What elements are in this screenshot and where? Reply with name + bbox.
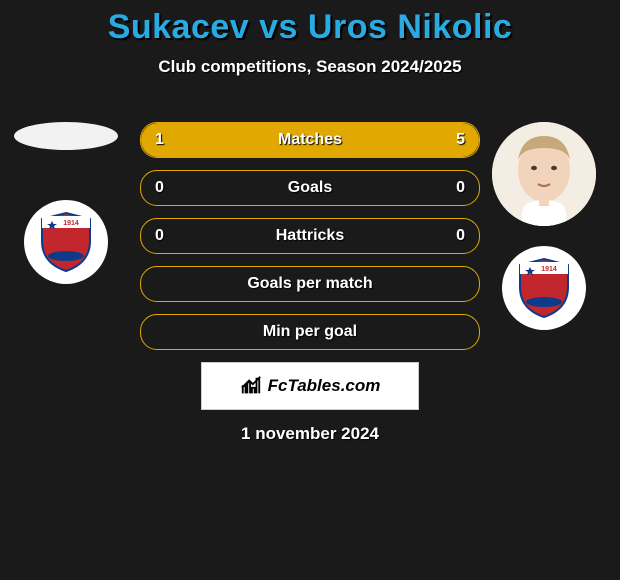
player-right-avatar: [492, 122, 596, 226]
stats-panel: Matches15Goals00Hattricks00Goals per mat…: [140, 122, 480, 444]
face-icon: [492, 122, 596, 226]
shield-icon: 1914: [40, 211, 92, 273]
stat-label: Goals: [141, 179, 479, 197]
stat-row: Matches1 5: [140, 122, 480, 158]
player-right-club-badge: 1914: [502, 246, 586, 330]
stat-value-left: 1: [155, 131, 164, 149]
stat-row: Goals per match: [140, 266, 480, 302]
stat-value-left: 0: [155, 227, 164, 245]
page-title: Sukacev vs Uros Nikolic: [0, 0, 620, 47]
stat-value-right: 0: [456, 227, 465, 245]
stat-label: Hattricks: [141, 227, 479, 245]
svg-text:1914: 1914: [63, 220, 79, 227]
player-right-column: 1914: [486, 122, 602, 330]
stat-label: Matches: [141, 131, 479, 149]
player-left-avatar: [14, 122, 118, 150]
stat-label: Min per goal: [141, 323, 479, 341]
shield-icon: 1914: [518, 257, 570, 319]
stat-row: Hattricks0 0: [140, 218, 480, 254]
player-left-club-badge: 1914: [24, 200, 108, 284]
footer-date: 1 november 2024: [140, 424, 480, 444]
stat-value-left: 0: [155, 179, 164, 197]
stat-value-right: 0: [456, 179, 465, 197]
comparison-card: Sukacev vs Uros Nikolic Club competition…: [0, 0, 620, 580]
chart-icon: [240, 375, 262, 397]
svg-text:1914: 1914: [541, 266, 557, 273]
stat-label: Goals per match: [141, 275, 479, 293]
stat-row: Min per goal: [140, 314, 480, 350]
brand-box[interactable]: FcTables.com: [201, 362, 419, 410]
brand-label: FcTables.com: [268, 376, 381, 396]
stat-row: Goals0 0: [140, 170, 480, 206]
page-subtitle: Club competitions, Season 2024/2025: [0, 57, 620, 77]
stat-value-right: 5: [456, 131, 465, 149]
player-left-column: 1914: [8, 122, 124, 284]
